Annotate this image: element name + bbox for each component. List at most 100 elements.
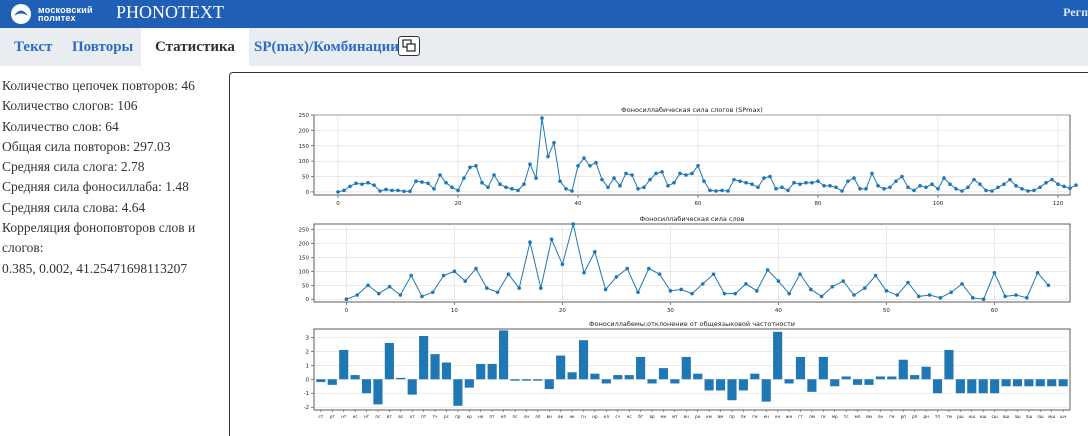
app-title[interactable]: PHONOTEXT — [116, 2, 224, 22]
x-tick-label: тм — [946, 414, 952, 419]
data-point — [733, 291, 737, 296]
x-tick-label: дн — [923, 414, 929, 419]
y-tick-label: 1 — [306, 363, 310, 369]
data-point — [558, 179, 562, 183]
data-point — [606, 185, 610, 190]
data-point — [355, 293, 359, 297]
x-tick-label: ст — [318, 414, 323, 419]
university-logo[interactable]: московский политех — [8, 2, 93, 26]
data-point — [462, 176, 466, 180]
data-point — [528, 240, 532, 244]
tab-spmax-combinations[interactable]: SP(max)/Комбинации — [254, 39, 399, 55]
data-point — [441, 273, 446, 278]
x-tick-label: гт — [798, 414, 803, 419]
data-point — [981, 297, 986, 302]
data-point — [744, 282, 748, 286]
data-point — [804, 180, 808, 185]
data-point — [668, 289, 673, 293]
bar — [898, 359, 908, 380]
bar — [499, 330, 509, 380]
chart-title: Фоносиллабическая сила слов — [640, 215, 745, 223]
stat-correlation-label: Корреляция фоноповторов слов и слогов: — [2, 220, 196, 256]
bar — [396, 377, 406, 380]
data-point — [1038, 185, 1042, 190]
data-point — [679, 287, 683, 292]
logo-line-1: московский — [38, 5, 93, 15]
register-link[interactable]: Регп — [1063, 5, 1088, 19]
data-point — [992, 270, 997, 275]
data-point — [1062, 184, 1066, 189]
bar — [636, 356, 646, 380]
data-point — [1068, 186, 1072, 191]
bar — [419, 335, 429, 380]
data-point — [432, 187, 436, 191]
x-tick-label: нк — [569, 414, 575, 419]
x-tick-label: 20 — [559, 308, 566, 314]
bar — [807, 379, 817, 392]
data-point — [657, 272, 662, 276]
x-tick-label: мп — [855, 414, 861, 419]
data-point — [564, 187, 568, 191]
chart-title: Фоносиллабическая сила слогов (SPmax) — [621, 106, 763, 114]
data-point — [560, 262, 565, 267]
bar — [1035, 379, 1045, 387]
data-point — [990, 189, 994, 193]
y-tick-label: 200 — [299, 242, 310, 248]
data-point — [722, 291, 727, 296]
x-tick-label: кн — [764, 414, 770, 419]
bar — [715, 379, 726, 391]
x-tick-label: тс — [844, 414, 849, 419]
x-tick-label: 10 — [451, 308, 458, 314]
bar — [316, 379, 326, 383]
data-point — [780, 185, 784, 190]
bar — [339, 349, 349, 380]
data-point — [516, 188, 520, 193]
data-point — [949, 290, 953, 295]
series-line — [346, 223, 1049, 300]
data-point — [954, 187, 958, 191]
data-point — [756, 185, 760, 190]
copy-window-icon[interactable] — [398, 36, 420, 56]
data-point — [344, 297, 349, 302]
x-tick-label: рт — [330, 414, 336, 419]
tab-statistics[interactable]: Статистика — [141, 28, 249, 66]
bar — [727, 379, 737, 401]
data-point — [571, 222, 575, 226]
data-point — [377, 291, 381, 296]
bar — [601, 379, 611, 384]
chart-1: Фоносиллабическая сила слогов (SPmax) 0 50… — [299, 106, 1078, 207]
data-point — [906, 280, 910, 285]
data-point — [840, 189, 844, 193]
data-point — [882, 187, 886, 191]
x-tick-label: лн — [878, 414, 884, 419]
data-point — [726, 189, 730, 193]
bar — [476, 363, 486, 380]
data-point — [1026, 189, 1030, 193]
x-tick-label: пс — [375, 414, 381, 419]
data-point — [378, 189, 382, 193]
x-tick-label: пт — [421, 414, 427, 419]
data-point — [960, 282, 964, 286]
x-tick-label: кн — [775, 414, 781, 419]
x-tick-label: 120 — [1053, 201, 1064, 207]
data-point — [690, 171, 694, 176]
x-tick-label: мн — [660, 414, 666, 419]
data-point — [624, 171, 628, 176]
data-point — [678, 171, 682, 176]
chart-title: Фоносиллабемы:отклонение от общеязыковой… — [589, 320, 795, 328]
tab-repeats[interactable]: Повторы — [72, 39, 134, 55]
data-point — [456, 188, 460, 193]
logo-emblem-icon — [11, 4, 31, 24]
data-point — [996, 185, 1000, 190]
bar — [1024, 379, 1034, 387]
x-tick-label: пс — [512, 414, 518, 419]
bar — [350, 375, 360, 380]
y-tick-label: 150 — [299, 144, 310, 150]
bar — [1058, 379, 1068, 387]
x-tick-label: жн — [786, 414, 793, 419]
tab-text[interactable]: Текст — [14, 39, 53, 55]
data-point — [666, 183, 670, 188]
x-tick-label: нт — [341, 414, 347, 419]
data-point — [938, 296, 943, 300]
data-point — [690, 291, 694, 296]
